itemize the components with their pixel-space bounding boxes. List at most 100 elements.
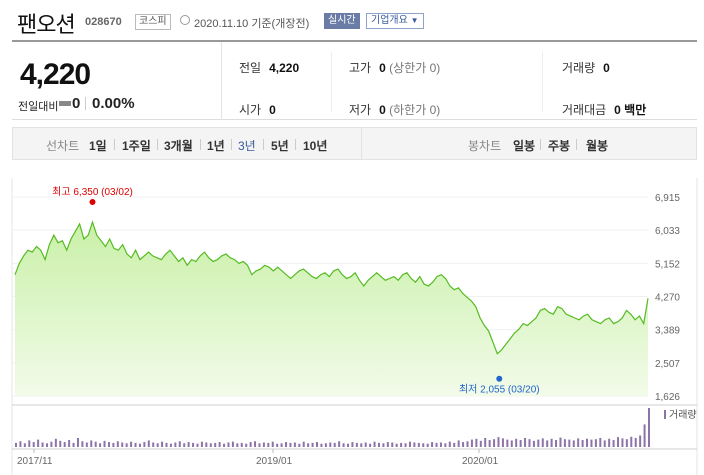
period-1d[interactable]: 1일 <box>89 139 107 153</box>
volume-bar <box>99 443 102 447</box>
volume-bar <box>625 439 628 447</box>
volume-bar <box>559 437 562 447</box>
volume-bar <box>41 442 44 447</box>
divider <box>542 52 543 112</box>
volume-bar <box>125 443 128 447</box>
current-price-box: 4,220 전일대비 0 0.00% <box>12 42 222 120</box>
volume-bar <box>28 440 31 447</box>
volume-bar <box>116 441 119 447</box>
volume-bar <box>285 442 288 447</box>
volume-bar <box>209 443 212 447</box>
x-tick-label: 2019/01 <box>256 456 293 467</box>
candle-monthly[interactable]: 월봉 <box>586 139 609 153</box>
volume-bar <box>85 442 88 447</box>
volume-bar <box>484 437 487 447</box>
volume-bar <box>448 441 451 447</box>
volume-bar <box>103 440 106 447</box>
y-tick-label: 4,270 <box>655 293 680 304</box>
volume-bar <box>311 442 314 447</box>
quote-date-value: 2020.11.10 <box>194 18 249 30</box>
open-value: 0 <box>269 103 276 117</box>
amount-cell: 거래대금 0 백만 <box>562 101 646 118</box>
period-3y[interactable]: 3년 <box>238 139 256 153</box>
company-info-dropdown[interactable]: 기업개요 ▼ <box>366 13 424 29</box>
volume-bar <box>15 442 17 447</box>
volume-bar <box>581 440 584 447</box>
volume-bar <box>187 442 190 447</box>
volume-bar <box>147 440 150 447</box>
volume-bar <box>413 442 416 447</box>
volume-bar <box>72 442 75 447</box>
volume-bar <box>444 443 447 447</box>
volume-bar <box>457 440 460 447</box>
y-tick-label: 1,626 <box>655 392 680 403</box>
volume-bar <box>329 442 332 447</box>
period-10y[interactable]: 10년 <box>303 139 328 153</box>
volume-bar <box>351 442 354 447</box>
volume-bar <box>50 441 53 447</box>
amount-label: 거래대금 <box>562 103 607 117</box>
period-3m[interactable]: 3개월 <box>164 139 193 153</box>
price-line <box>14 220 649 355</box>
volume-bar <box>426 443 429 447</box>
volume-bar <box>630 436 633 447</box>
volume-bar <box>45 443 48 447</box>
volume-bar <box>19 441 22 447</box>
volume-bar <box>152 442 155 447</box>
volume-bar <box>59 440 62 447</box>
volume-bar <box>621 438 624 447</box>
volume-bar <box>590 439 593 447</box>
prev-close-label: 전일 <box>239 61 262 75</box>
low-label: 최저 2,055 (03/20) <box>459 384 540 396</box>
stock-code: 028670 <box>85 16 122 28</box>
volume-bar <box>493 439 496 447</box>
divider <box>331 52 332 112</box>
volume-bar <box>373 441 376 447</box>
volume-bar <box>479 440 482 447</box>
volume-bar <box>555 440 558 447</box>
amount-value: 0 백만 <box>614 103 647 117</box>
volume-label: 거래량 <box>562 61 596 75</box>
volume-bar <box>342 443 345 447</box>
price-chart: 6,915 6,033 5,152 4,270 3,389 2,507 1,626 최고 6… <box>0 160 704 475</box>
volume-bar <box>205 442 208 447</box>
volume-bar <box>470 439 473 447</box>
volume-bar <box>546 440 549 447</box>
divider <box>85 97 86 110</box>
volume-bar <box>121 442 124 447</box>
volume-cell: 거래량 0 <box>562 59 610 76</box>
volume-bar <box>196 443 199 447</box>
volume-bar <box>90 440 93 447</box>
volume-bar <box>524 437 527 447</box>
volume-bar <box>439 442 442 447</box>
realtime-button[interactable]: 실시간 <box>324 13 360 29</box>
volume-bar <box>338 441 341 447</box>
open-label: 시가 <box>239 103 262 117</box>
volume-bar <box>355 442 358 447</box>
candle-weekly[interactable]: 주봉 <box>548 139 571 153</box>
low-value: 0 <box>379 103 386 117</box>
period-1w[interactable]: 1주일 <box>122 139 151 153</box>
prev-close-cell: 전일 4,220 <box>239 59 299 76</box>
candle-chart-label: 봉차트 <box>468 139 502 153</box>
candle-daily[interactable]: 일봉 <box>513 139 536 153</box>
clock-icon <box>180 15 190 25</box>
volume-bar <box>240 442 243 447</box>
volume-bar <box>563 439 566 447</box>
current-price: 4,220 <box>20 58 91 91</box>
y-tick-label: 6,915 <box>655 193 680 204</box>
period-1y[interactable]: 1년 <box>207 139 225 153</box>
volume-bar <box>541 438 544 447</box>
volume-bar <box>107 442 110 447</box>
volume-bar <box>174 442 177 447</box>
period-5y[interactable]: 5년 <box>271 139 289 153</box>
x-tick-label: 2017/11 <box>17 456 53 467</box>
company-info-label: 기업개요 <box>371 15 408 26</box>
volume-bar <box>488 440 491 447</box>
volume-bar <box>612 440 615 447</box>
upper-limit: (상한가 0) <box>389 61 441 75</box>
high-marker <box>89 199 96 206</box>
volume-bar <box>169 443 172 447</box>
period-selector: 선차트 1일 1주일 3개월 1년 3년 5년 10년 봉차트 일봉 주봉 월봉 <box>12 127 697 160</box>
volume-bar <box>603 440 606 447</box>
